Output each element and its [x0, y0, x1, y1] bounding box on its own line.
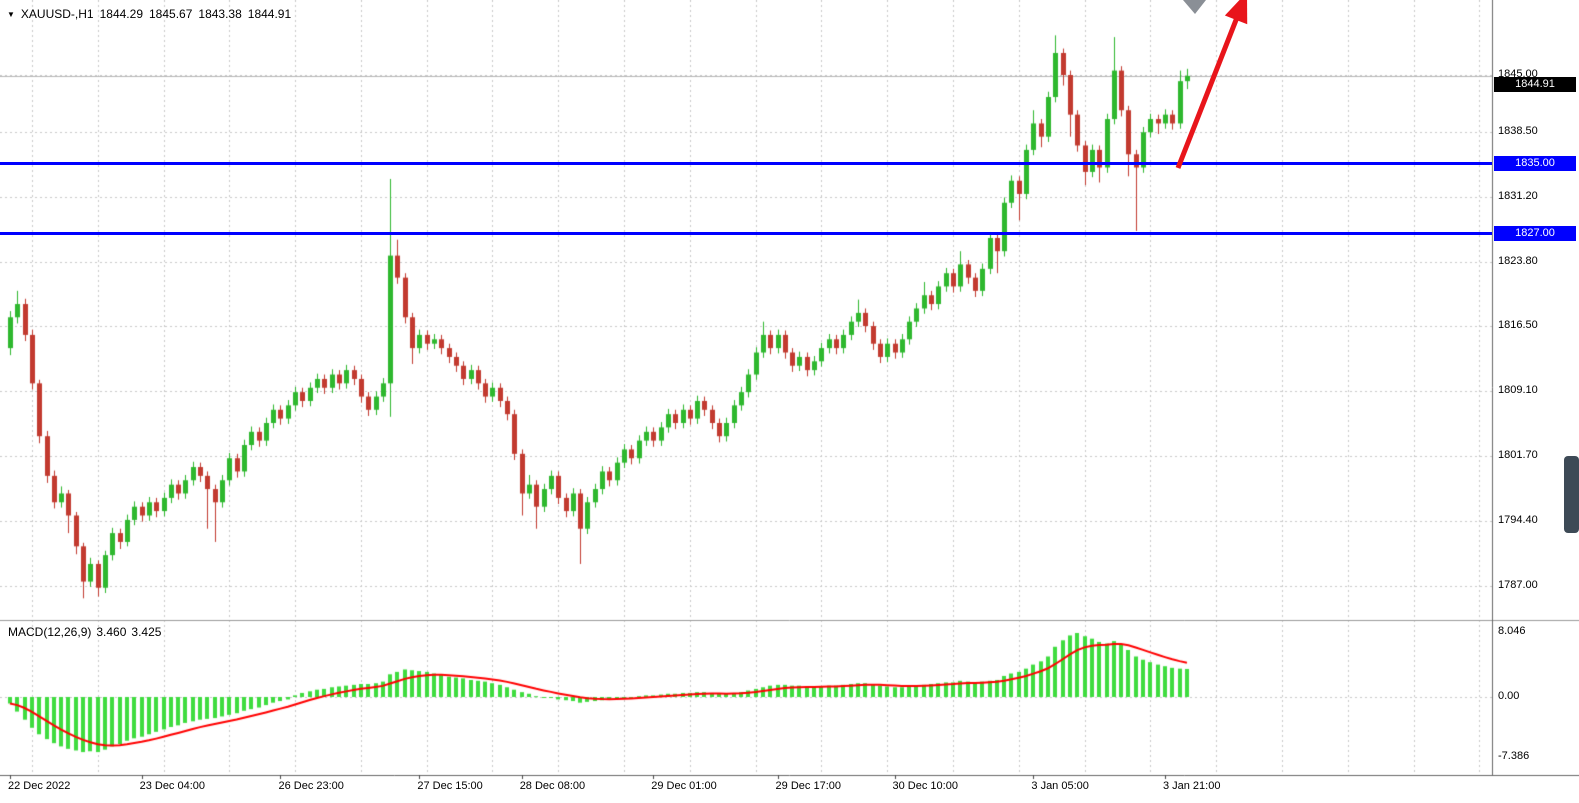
- level-price-tag: 1827.00: [1494, 226, 1576, 242]
- macd-name: MACD(12,26,9): [8, 625, 92, 639]
- close-value: 1844.91: [247, 7, 292, 21]
- time-axis-label: 28 Dec 08:00: [519, 780, 586, 792]
- symbol-marker-icon: ▼: [7, 10, 15, 19]
- price-axis-label: 1816.50: [1498, 319, 1538, 332]
- ohlc-info: ▼ XAUUSD-,H1 1844.29 1845.67 1843.38 184…: [7, 7, 291, 21]
- time-axis-label: 29 Dec 17:00: [775, 780, 841, 792]
- time-axis-label: 30 Dec 10:00: [892, 780, 958, 792]
- high-value: 1845.67: [149, 7, 193, 21]
- macd-axis-label: 0.00: [1498, 690, 1520, 702]
- time-axis-label: 22 Dec 2022: [8, 780, 71, 792]
- time-axis-label: 29 Dec 01:00: [651, 780, 717, 792]
- current-price-tag: 1844.91: [1494, 76, 1576, 92]
- macd-indicator-label: MACD(12,26,9) 3.460 3.425: [8, 625, 161, 639]
- macd-axis-label: 8.046: [1498, 624, 1526, 637]
- time-axis-label: 27 Dec 15:00: [417, 780, 483, 792]
- price-axis: 1844.91 1845.00 1838.50 1831.20 1823.80 1816…: [1492, 0, 1579, 775]
- time-axis-label: 23 Dec 04:00: [139, 780, 206, 792]
- price-axis-label: 1794.40: [1498, 513, 1538, 526]
- level-price-tag: 1835.00: [1494, 155, 1576, 171]
- open-value: 1844.29: [99, 7, 143, 21]
- price-axis-label: 1809.10: [1498, 384, 1538, 397]
- macd-signal-value: 3.425: [131, 625, 162, 639]
- scrollbar-thumb[interactable]: [1564, 456, 1579, 533]
- price-axis-label: 1801.70: [1498, 449, 1538, 462]
- time-axis-label: 26 Dec 23:00: [278, 780, 344, 792]
- price-axis-label: 1787.00: [1498, 578, 1538, 591]
- time-axis-label: 3 Jan 21:00: [1162, 780, 1221, 792]
- horizontal-level-line[interactable]: [0, 232, 1492, 236]
- time-axis-label: 3 Jan 05:00: [1031, 780, 1089, 792]
- horizontal-level-line[interactable]: [0, 161, 1492, 165]
- low-value: 1843.38: [198, 7, 242, 21]
- price-axis-label: 1838.50: [1498, 125, 1538, 138]
- price-axis-label: 1831.20: [1498, 189, 1538, 202]
- time-axis: 22 Dec 2022 23 Dec 04:00 26 Dec 23:00 27 De…: [0, 776, 1579, 803]
- macd-axis-label: -7.386: [1498, 749, 1530, 762]
- symbol-timeframe-label: XAUUSD-,H1: [20, 7, 94, 21]
- macd-main-value: 3.460: [96, 625, 127, 639]
- price-axis-label: 1823.80: [1498, 254, 1538, 267]
